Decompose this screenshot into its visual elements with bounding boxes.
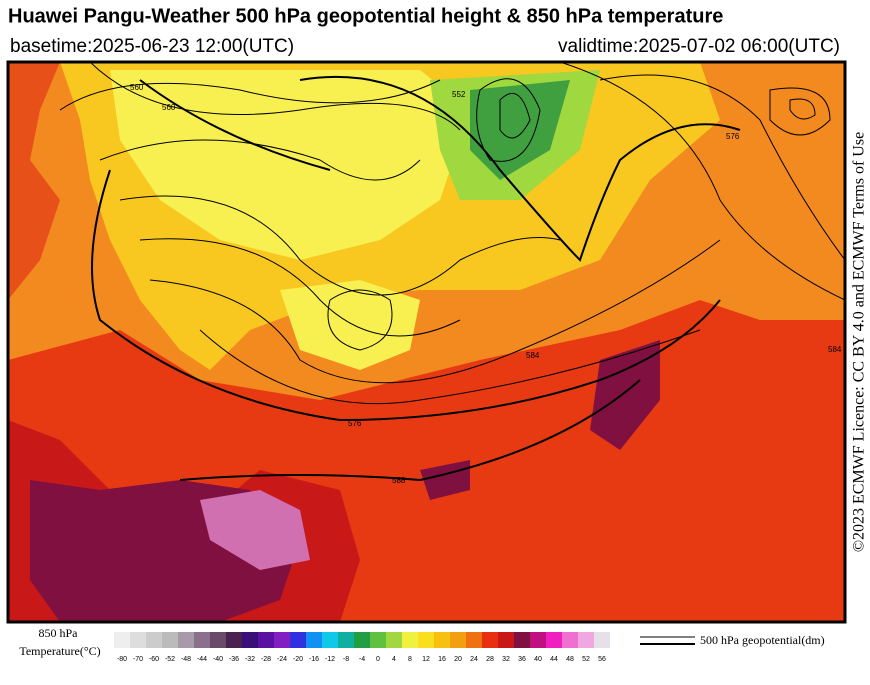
colorbar-swatch xyxy=(386,632,402,648)
colorbar-tick-label: 56 xyxy=(598,656,606,663)
colorbar-swatch xyxy=(482,632,498,648)
validtime: validtime:2025-07-02 06:00(UTC) xyxy=(558,36,840,57)
contour-label: 552 xyxy=(452,90,466,99)
colorbar-swatch xyxy=(402,632,418,648)
colorbar-swatch xyxy=(578,632,594,648)
colorbar-swatch xyxy=(418,632,434,648)
contour-label: 584 xyxy=(526,351,540,360)
colorbar-swatch xyxy=(162,632,178,648)
colorbar-swatch xyxy=(498,632,514,648)
colorbar-tick-label: -80 xyxy=(117,656,127,663)
contour-label: 584 xyxy=(828,345,842,354)
title: Huawei Pangu-Weather 500 hPa geopotentia… xyxy=(8,5,723,27)
colorbar-tick-label: 20 xyxy=(454,656,462,663)
colorbar-swatch xyxy=(306,632,322,648)
contour-label: 588 xyxy=(392,476,406,485)
colorbar-swatch xyxy=(274,632,290,648)
colorbar-tick-label: -8 xyxy=(343,656,349,663)
colorbar-tick-label: -36 xyxy=(229,656,239,663)
colorbar-title: Temperature(°C) xyxy=(19,644,100,658)
contour-legend: 500 hPa geopotential(dm) xyxy=(700,633,825,647)
colorbar-swatch xyxy=(562,632,578,648)
colorbar-swatch xyxy=(354,632,370,648)
colorbar-tick-label: -60 xyxy=(149,656,159,663)
colorbar-tick-label: -52 xyxy=(165,656,175,663)
basetime: basetime:2025-06-23 12:00(UTC) xyxy=(10,36,294,57)
colorbar-tick-label: 52 xyxy=(582,656,590,663)
colorbar-tick-label: 0 xyxy=(376,656,380,663)
colorbar-swatch xyxy=(258,632,274,648)
colorbar-swatch xyxy=(290,632,306,648)
colorbar-swatch xyxy=(450,632,466,648)
colorbar-swatch xyxy=(466,632,482,648)
colorbar: -80 -70 -60 -52 -48 -44 -40 -36 -32 -28 -24 -20 -16-… xyxy=(114,632,610,663)
colorbar-swatch xyxy=(530,632,546,648)
colorbar-tick-label: 28 xyxy=(486,656,494,663)
colorbar-tick-label: 24 xyxy=(470,656,478,663)
map: 560 560 552 576 584 588 576 584 xyxy=(6,60,847,624)
colorbar-swatch xyxy=(594,632,610,648)
colorbar-tick-label: -70 xyxy=(133,656,143,663)
colorbar-tick-label: 32 xyxy=(502,656,510,663)
colorbar-tick-label: 4 xyxy=(392,656,396,663)
colorbar-tick-label: -20 xyxy=(293,656,303,663)
colorbar-swatch xyxy=(546,632,562,648)
colorbar-tick-label: -44 xyxy=(197,656,207,663)
colorbar-tick-label: -24 xyxy=(277,656,287,663)
colorbar-tick-label: -4 xyxy=(359,656,365,663)
colorbar-swatch xyxy=(514,632,530,648)
colorbar-swatch xyxy=(370,632,386,648)
colorbar-tick-label: 16 xyxy=(438,656,446,663)
colorbar-tick-label: 44 xyxy=(550,656,558,663)
colorbar-swatch xyxy=(226,632,242,648)
colorbar-tick-label: -28 xyxy=(261,656,271,663)
colorbar-tick-label: 48 xyxy=(566,656,574,663)
colorbar-title: 850 hPa xyxy=(39,626,79,640)
colorbar-tick-label: -40 xyxy=(213,656,223,663)
colorbar-tick-label: 8 xyxy=(408,656,412,663)
colorbar-tick-label: 12 xyxy=(422,656,430,663)
colorbar-swatch xyxy=(130,632,146,648)
colorbar-swatch xyxy=(178,632,194,648)
colorbar-swatch xyxy=(194,632,210,648)
colorbar-tick-label: -48 xyxy=(181,656,191,663)
colorbar-swatch xyxy=(210,632,226,648)
contour-label: 560 xyxy=(162,103,176,112)
colorbar-tick-label: -12 xyxy=(325,656,335,663)
colorbar-swatch xyxy=(434,632,450,648)
colorbar-swatch xyxy=(146,632,162,648)
colorbar-tick-label: 36 xyxy=(518,656,526,663)
colorbar-tick-label: -16 xyxy=(309,656,319,663)
colorbar-tick-label: -32 xyxy=(245,656,255,663)
colorbar-swatch xyxy=(322,632,338,648)
contour-label: 560 xyxy=(130,83,144,92)
colorbar-tick-label: 40 xyxy=(534,656,542,663)
contour-label: 576 xyxy=(726,132,740,141)
colorbar-swatch xyxy=(338,632,354,648)
colorbar-swatch xyxy=(242,632,258,648)
license: ©2023 ECMWF Licence: CC BY 4.0 and ECMWF… xyxy=(851,132,868,552)
colorbar-swatch xyxy=(114,632,130,648)
contour-label: 576 xyxy=(348,419,362,428)
